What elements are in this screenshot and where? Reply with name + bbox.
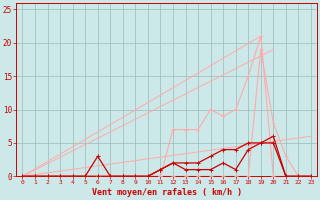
X-axis label: Vent moyen/en rafales ( km/h ): Vent moyen/en rafales ( km/h ) [92,188,242,197]
